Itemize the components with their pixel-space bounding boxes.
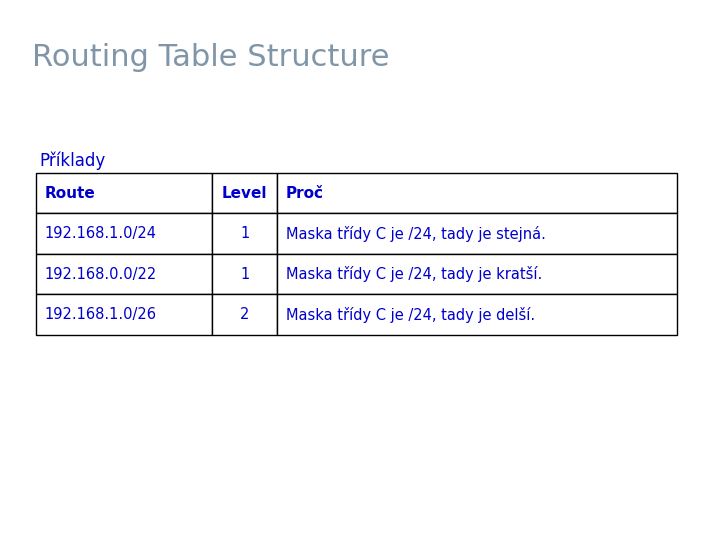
Text: Maska třídy C je /24, tady je kratší.: Maska třídy C je /24, tady je kratší. bbox=[286, 266, 542, 282]
Bar bbox=[212, 294, 277, 335]
Text: Proč: Proč bbox=[286, 186, 324, 200]
Bar bbox=[212, 254, 277, 294]
Bar bbox=[277, 254, 677, 294]
Bar bbox=[212, 213, 277, 254]
Bar bbox=[212, 173, 277, 213]
Text: Příklady: Příklady bbox=[40, 151, 106, 170]
Text: Maska třídy C je /24, tady je delší.: Maska třídy C je /24, tady je delší. bbox=[286, 307, 535, 322]
Bar bbox=[36, 294, 212, 335]
Bar bbox=[277, 294, 677, 335]
Text: Level: Level bbox=[222, 186, 268, 200]
Text: Route: Route bbox=[45, 186, 95, 200]
Text: Routing Table Structure: Routing Table Structure bbox=[32, 43, 390, 72]
Text: 192.168.1.0/24: 192.168.1.0/24 bbox=[45, 226, 157, 241]
Text: Maska třídy C je /24, tady je stejná.: Maska třídy C je /24, tady je stejná. bbox=[286, 226, 546, 241]
Bar bbox=[36, 254, 212, 294]
Bar bbox=[277, 213, 677, 254]
Text: 1: 1 bbox=[240, 267, 249, 281]
Text: 192.168.0.0/22: 192.168.0.0/22 bbox=[45, 267, 157, 281]
Text: 2: 2 bbox=[240, 307, 250, 322]
Bar bbox=[36, 213, 212, 254]
Text: 1: 1 bbox=[240, 226, 249, 241]
Bar bbox=[36, 173, 212, 213]
Bar bbox=[277, 173, 677, 213]
Text: 192.168.1.0/26: 192.168.1.0/26 bbox=[45, 307, 157, 322]
